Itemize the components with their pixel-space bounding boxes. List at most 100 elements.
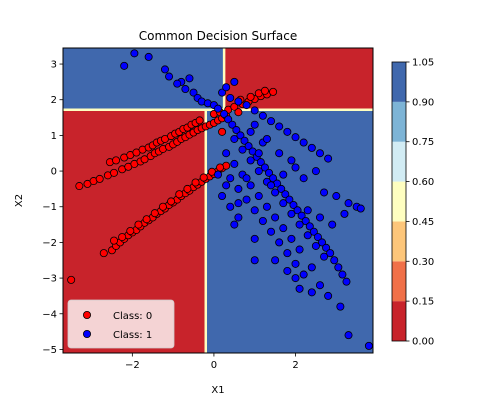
data-point-class-1 [246, 156, 255, 165]
data-point-class-1 [242, 101, 251, 110]
legend: Class: 0 Class: 1 [67, 299, 175, 349]
data-point-class-1 [295, 245, 304, 254]
data-point-class-1 [318, 238, 327, 247]
data-point-class-0 [134, 220, 143, 229]
data-point-class-0 [175, 190, 184, 199]
colorbar-tick-label: 0.45 [412, 217, 434, 228]
data-point-class-1 [299, 174, 308, 183]
data-point-class-1 [313, 233, 322, 242]
data-point-class-1 [144, 52, 153, 61]
legend-marker-class-0 [83, 310, 92, 319]
data-point-class-1 [234, 213, 243, 222]
colorbar-tick-label: 0.60 [412, 177, 434, 188]
colorbar-tick-label: 1.05 [412, 58, 434, 69]
data-point-class-0 [183, 184, 192, 193]
data-point-class-1 [328, 220, 337, 229]
y-tick-label: 1 [51, 131, 57, 142]
data-point-class-1 [213, 170, 222, 179]
data-point-class-1 [297, 211, 306, 220]
data-point-class-1 [254, 167, 263, 176]
data-point-class-1 [299, 138, 308, 147]
data-point-class-1 [283, 127, 292, 136]
x-tick-label: 0 [211, 360, 217, 371]
data-point-class-1 [234, 97, 243, 106]
scatter-points [67, 49, 373, 350]
data-point-class-1 [226, 93, 235, 102]
data-point-class-1 [258, 217, 267, 226]
data-point-class-1 [315, 149, 324, 158]
legend-label-class-1: Class: 1 [113, 330, 152, 341]
data-point-class-1 [295, 284, 304, 293]
data-point-class-1 [279, 224, 288, 233]
colorbar-band [392, 301, 406, 341]
data-point-class-1 [322, 243, 331, 252]
data-point-class-1 [307, 143, 316, 152]
data-point-class-1 [320, 188, 329, 197]
y-axis-label: X2 [14, 194, 25, 207]
data-point-class-1 [222, 149, 231, 158]
data-point-class-1 [246, 127, 255, 136]
data-point-class-1 [130, 49, 139, 58]
colorbar-band [392, 62, 406, 102]
data-point-class-0 [167, 197, 176, 206]
y-tick-label: −4 [42, 309, 57, 320]
data-point-class-1 [234, 199, 243, 208]
colorbar-tick-label: 0.75 [412, 137, 434, 148]
y-tick-label: 0 [51, 167, 57, 178]
data-point-class-1 [277, 184, 286, 193]
data-point-class-1 [275, 149, 284, 158]
data-point-class-0 [199, 173, 208, 182]
colorbar-tick-label: 0.00 [412, 337, 434, 348]
data-point-class-1 [342, 277, 351, 286]
data-point-class-1 [262, 134, 271, 143]
data-point-class-1 [289, 200, 298, 209]
region-lower-right [205, 109, 373, 354]
data-point-class-1 [120, 61, 129, 70]
colorbar-tick-label: 0.15 [412, 297, 434, 308]
data-point-class-1 [218, 192, 227, 201]
data-point-class-1 [295, 220, 304, 229]
data-point-class-1 [218, 88, 227, 97]
data-point-class-1 [250, 206, 259, 215]
y-tick-label: −3 [42, 274, 57, 285]
data-point-class-0 [118, 233, 127, 242]
colorbar-band [392, 101, 406, 142]
data-point-class-1 [254, 149, 263, 158]
y-tick-label: −2 [42, 238, 57, 249]
data-point-class-0 [218, 127, 227, 136]
data-point-class-0 [260, 86, 269, 95]
data-point-class-1 [165, 72, 174, 81]
data-point-class-1 [315, 213, 324, 222]
data-point-class-0 [150, 209, 159, 218]
data-point-class-1 [213, 104, 222, 113]
data-point-class-0 [126, 226, 135, 235]
data-point-class-1 [230, 134, 239, 143]
data-point-class-1 [264, 168, 273, 177]
data-point-class-1 [250, 234, 259, 243]
y-tick-label: −5 [42, 345, 57, 356]
data-point-class-1 [246, 181, 255, 190]
data-point-class-1 [234, 184, 243, 193]
colorbar: 0.00 0.15 0.30 0.45 0.60 0.75 0.90 1.05 [391, 58, 434, 348]
data-point-class-0 [269, 87, 278, 96]
data-point-class-1 [338, 270, 347, 279]
data-point-class-1 [285, 195, 294, 204]
data-point-class-1 [307, 288, 316, 297]
data-point-class-0 [109, 168, 118, 177]
data-point-class-0 [142, 215, 151, 224]
data-point-class-1 [262, 202, 271, 211]
data-point-class-0 [109, 236, 118, 245]
data-point-class-1 [311, 167, 320, 176]
data-point-class-1 [173, 79, 182, 88]
data-point-class-1 [275, 122, 284, 131]
data-point-class-1 [160, 65, 169, 74]
colorbar-frame [391, 61, 407, 342]
data-point-class-1 [226, 202, 235, 211]
data-point-class-1 [301, 217, 310, 226]
data-point-class-1 [258, 111, 267, 120]
data-point-class-1 [269, 174, 278, 183]
data-point-class-0 [112, 156, 121, 165]
colorbar-band [392, 261, 406, 302]
data-point-class-0 [216, 163, 225, 172]
